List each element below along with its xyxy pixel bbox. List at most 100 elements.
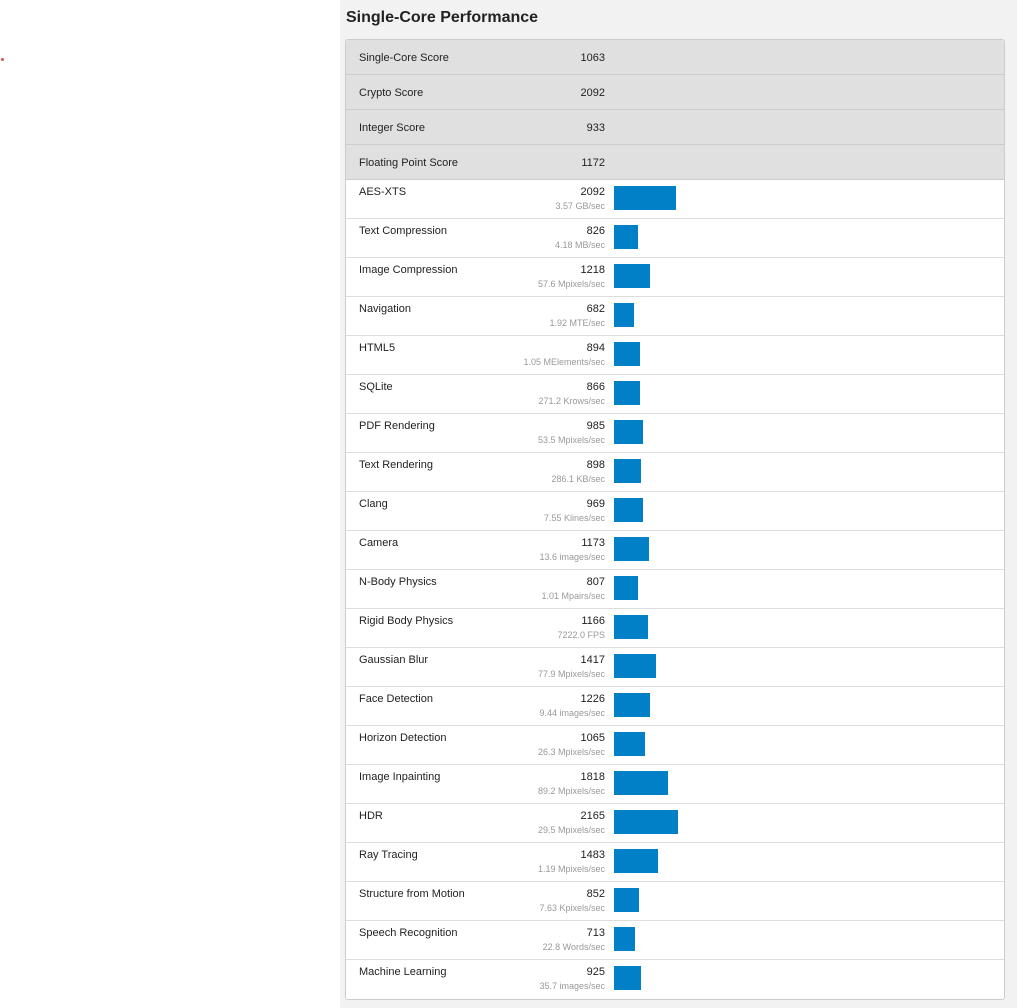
benchmark-label: Camera: [359, 537, 399, 549]
benchmark-row: Gaussian Blur 1417 77.9 Mpixels/sec: [346, 648, 1004, 687]
score-label: Floating Point Score: [359, 157, 459, 169]
benchmark-label: Text Rendering: [359, 459, 433, 471]
benchmark-rate: 1.92 MTE/sec: [549, 318, 605, 328]
benchmark-rate: 26.3 Mpixels/sec: [537, 747, 605, 757]
benchmark-score: 1818: [580, 771, 605, 783]
benchmark-rate: 22.8 Words/sec: [542, 942, 605, 952]
benchmark-bar: [614, 342, 640, 366]
left-bullet-dot: [1, 58, 4, 61]
score-value: 933: [586, 122, 605, 134]
benchmark-rate: 89.2 Mpixels/sec: [537, 786, 605, 796]
benchmark-score: 894: [586, 342, 605, 354]
benchmark-rate: 13.6 images/sec: [539, 552, 605, 562]
benchmark-label: Face Detection: [359, 693, 433, 705]
benchmark-row: HDR 2165 29.5 Mpixels/sec: [346, 804, 1004, 843]
benchmark-score: 1218: [580, 264, 605, 276]
single-core-table: Single-Core Score 1063 Crypto Score 2092…: [345, 39, 1005, 1000]
benchmark-rate: 1.05 MElements/sec: [523, 357, 605, 367]
benchmark-label: SQLite: [359, 381, 393, 393]
benchmark-label: Image Compression: [359, 264, 458, 276]
benchmark-label: Horizon Detection: [359, 732, 447, 744]
score-label: Crypto Score: [359, 87, 424, 99]
benchmark-bar: [614, 264, 650, 288]
benchmark-bar: [614, 420, 643, 444]
benchmark-bar: [614, 615, 648, 639]
score-row-crypto: Crypto Score 2092: [346, 75, 1004, 110]
benchmark-rate: 77.9 Mpixels/sec: [537, 669, 605, 679]
score-label: Integer Score: [359, 122, 426, 134]
benchmark-row: Machine Learning 925 35.7 images/sec: [346, 960, 1004, 999]
benchmark-label: Text Compression: [359, 225, 448, 237]
benchmark-rate: 29.5 Mpixels/sec: [537, 825, 605, 835]
benchmark-bar: [614, 771, 668, 795]
benchmark-score: 1065: [580, 732, 605, 744]
benchmark-label: Structure from Motion: [359, 888, 465, 900]
benchmark-bar: [614, 693, 650, 717]
benchmark-row: Navigation 682 1.92 MTE/sec: [346, 297, 1004, 336]
benchmark-row: Ray Tracing 1483 1.19 Mpixels/sec: [346, 843, 1004, 882]
benchmark-score: 713: [586, 927, 605, 939]
benchmark-bar: [614, 303, 634, 327]
benchmark-rate: 286.1 KB/sec: [551, 474, 605, 484]
benchmark-bar: [614, 927, 635, 951]
benchmark-bar: [614, 732, 645, 756]
benchmark-row: Face Detection 1226 9.44 images/sec: [346, 687, 1004, 726]
benchmark-score: 826: [586, 225, 605, 237]
section-title: Single-Core Performance: [346, 9, 539, 26]
benchmark-bar: [614, 225, 638, 249]
benchmark-row: Rigid Body Physics 1166 7222.0 FPS: [346, 609, 1004, 648]
benchmark-bar: [614, 186, 676, 210]
benchmark-row: Speech Recognition 713 22.8 Words/sec: [346, 921, 1004, 960]
benchmark-row: Image Inpainting 1818 89.2 Mpixels/sec: [346, 765, 1004, 804]
score-value: 2092: [580, 87, 605, 99]
benchmark-bar: [614, 966, 641, 990]
benchmark-rate: 9.44 images/sec: [539, 708, 605, 718]
benchmark-rate: 7.63 Kpixels/sec: [539, 903, 605, 913]
score-value: 1172: [581, 157, 605, 169]
benchmark-row: N-Body Physics 807 1.01 Mpairs/sec: [346, 570, 1004, 609]
benchmark-bar: [614, 498, 643, 522]
benchmark-label: Machine Learning: [359, 966, 447, 978]
benchmark-bar: [614, 849, 658, 873]
benchmark-score: 969: [586, 498, 605, 510]
benchmark-row: Image Compression 1218 57.6 Mpixels/sec: [346, 258, 1004, 297]
benchmark-label: Speech Recognition: [359, 927, 458, 939]
benchmark-label: Rigid Body Physics: [359, 615, 454, 627]
benchmark-score: 2165: [580, 810, 605, 822]
benchmark-label: AES-XTS: [359, 186, 407, 198]
benchmark-label: Gaussian Blur: [359, 654, 429, 666]
benchmark-score: 1483: [580, 849, 605, 861]
benchmark-label: PDF Rendering: [359, 420, 435, 432]
benchmark-row: Text Rendering 898 286.1 KB/sec: [346, 453, 1004, 492]
benchmark-score: 1226: [580, 693, 605, 705]
benchmark-score: 925: [586, 966, 605, 978]
benchmark-row: AES-XTS 2092 3.57 GB/sec: [346, 180, 1004, 219]
benchmark-rate: 7.55 Klines/sec: [543, 513, 605, 523]
benchmark-bar: [614, 576, 638, 600]
score-row-floating-point: Floating Point Score 1172: [346, 145, 1004, 180]
benchmark-bar: [614, 537, 649, 561]
benchmark-rate: 3.57 GB/sec: [555, 201, 605, 211]
benchmark-rate: 4.18 MB/sec: [554, 240, 605, 250]
score-label: Single-Core Score: [359, 52, 449, 64]
benchmark-rate: 7222.0 FPS: [557, 630, 605, 640]
results-panel: Single-Core Performance Single-Core Scor…: [340, 0, 1017, 1008]
benchmark-row: Text Compression 826 4.18 MB/sec: [346, 219, 1004, 258]
benchmark-score: 898: [586, 459, 605, 471]
benchmark-score: 985: [586, 420, 605, 432]
benchmark-score: 852: [586, 888, 605, 900]
benchmark-row: PDF Rendering 985 53.5 Mpixels/sec: [346, 414, 1004, 453]
benchmark-score: 807: [586, 576, 605, 588]
benchmark-rate: 1.01 Mpairs/sec: [541, 591, 605, 601]
benchmark-label: HDR: [359, 810, 383, 822]
benchmark-rate: 271.2 Krows/sec: [538, 396, 605, 406]
benchmark-row: Camera 1173 13.6 images/sec: [346, 531, 1004, 570]
benchmark-bar: [614, 459, 641, 483]
benchmark-rate: 57.6 Mpixels/sec: [537, 279, 605, 289]
benchmark-bar: [614, 810, 678, 834]
benchmark-score: 682: [586, 303, 605, 315]
benchmark-score: 2092: [580, 186, 605, 198]
benchmark-row: Horizon Detection 1065 26.3 Mpixels/sec: [346, 726, 1004, 765]
benchmark-score: 1166: [581, 615, 605, 627]
